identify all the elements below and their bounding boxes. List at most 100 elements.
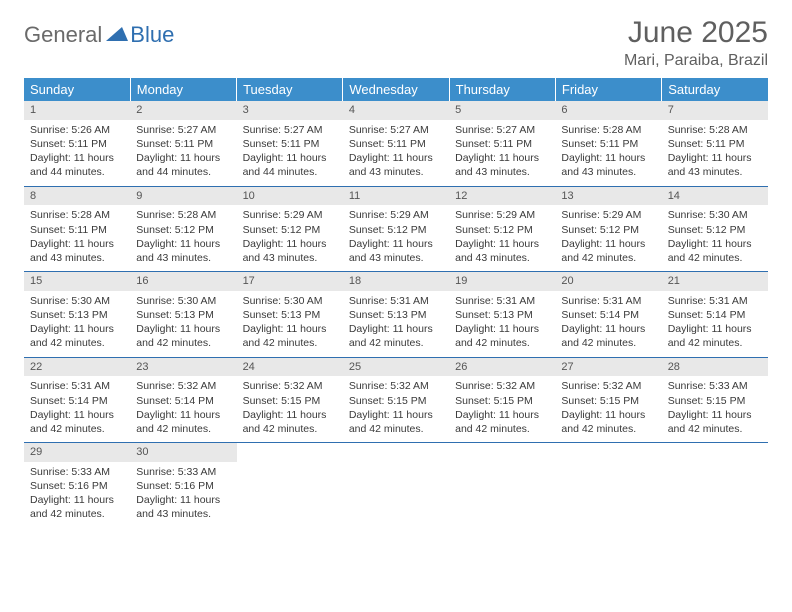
day-number: 20 — [555, 272, 661, 291]
day-number: 11 — [343, 187, 449, 206]
calendar-cell: 17Sunrise: 5:30 AMSunset: 5:13 PMDayligh… — [237, 272, 343, 358]
calendar-cell: 30Sunrise: 5:33 AMSunset: 5:16 PMDayligh… — [130, 443, 236, 528]
calendar-cell: .. — [662, 443, 768, 528]
day-body: Sunrise: 5:26 AMSunset: 5:11 PMDaylight:… — [24, 120, 130, 186]
calendar-cell: 12Sunrise: 5:29 AMSunset: 5:12 PMDayligh… — [449, 186, 555, 272]
calendar-cell: 9Sunrise: 5:28 AMSunset: 5:12 PMDaylight… — [130, 186, 236, 272]
day-body: Sunrise: 5:32 AMSunset: 5:15 PMDaylight:… — [237, 376, 343, 442]
calendar-row: 1Sunrise: 5:26 AMSunset: 5:11 PMDaylight… — [24, 101, 768, 186]
calendar-table: Sunday Monday Tuesday Wednesday Thursday… — [24, 78, 768, 528]
day-number: 7 — [662, 101, 768, 120]
calendar-row: 29Sunrise: 5:33 AMSunset: 5:16 PMDayligh… — [24, 443, 768, 528]
day-number: 3 — [237, 101, 343, 120]
day-body: Sunrise: 5:27 AMSunset: 5:11 PMDaylight:… — [130, 120, 236, 186]
calendar-cell: 1Sunrise: 5:26 AMSunset: 5:11 PMDaylight… — [24, 101, 130, 186]
calendar-cell: .. — [343, 443, 449, 528]
calendar-cell: 19Sunrise: 5:31 AMSunset: 5:13 PMDayligh… — [449, 272, 555, 358]
calendar-cell: 16Sunrise: 5:30 AMSunset: 5:13 PMDayligh… — [130, 272, 236, 358]
month-title: June 2025 — [624, 16, 768, 50]
day-body: Sunrise: 5:31 AMSunset: 5:14 PMDaylight:… — [662, 291, 768, 357]
day-number: 25 — [343, 358, 449, 377]
day-body: Sunrise: 5:28 AMSunset: 5:12 PMDaylight:… — [130, 205, 236, 271]
logo: General Blue — [24, 16, 174, 48]
day-body: Sunrise: 5:32 AMSunset: 5:15 PMDaylight:… — [555, 376, 661, 442]
calendar-cell: 4Sunrise: 5:27 AMSunset: 5:11 PMDaylight… — [343, 101, 449, 186]
day-number: 29 — [24, 443, 130, 462]
day-body: Sunrise: 5:31 AMSunset: 5:13 PMDaylight:… — [449, 291, 555, 357]
day-body: Sunrise: 5:32 AMSunset: 5:14 PMDaylight:… — [130, 376, 236, 442]
day-number: 8 — [24, 187, 130, 206]
calendar-cell: 27Sunrise: 5:32 AMSunset: 5:15 PMDayligh… — [555, 357, 661, 443]
location: Mari, Paraiba, Brazil — [624, 52, 768, 70]
day-number: 28 — [662, 358, 768, 377]
day-header: Thursday — [449, 78, 555, 101]
calendar-row: 15Sunrise: 5:30 AMSunset: 5:13 PMDayligh… — [24, 272, 768, 358]
day-body: Sunrise: 5:29 AMSunset: 5:12 PMDaylight:… — [237, 205, 343, 271]
day-header-row: Sunday Monday Tuesday Wednesday Thursday… — [24, 78, 768, 101]
day-body: Sunrise: 5:28 AMSunset: 5:11 PMDaylight:… — [662, 120, 768, 186]
day-header: Friday — [555, 78, 661, 101]
day-number: 24 — [237, 358, 343, 377]
calendar-cell: .. — [449, 443, 555, 528]
calendar-cell: .. — [555, 443, 661, 528]
day-body: Sunrise: 5:29 AMSunset: 5:12 PMDaylight:… — [343, 205, 449, 271]
logo-triangle-icon — [106, 25, 128, 46]
calendar-cell: 26Sunrise: 5:32 AMSunset: 5:15 PMDayligh… — [449, 357, 555, 443]
calendar-cell: 5Sunrise: 5:27 AMSunset: 5:11 PMDaylight… — [449, 101, 555, 186]
day-number: 1 — [24, 101, 130, 120]
day-body: Sunrise: 5:31 AMSunset: 5:13 PMDaylight:… — [343, 291, 449, 357]
day-header: Wednesday — [343, 78, 449, 101]
calendar-cell: 24Sunrise: 5:32 AMSunset: 5:15 PMDayligh… — [237, 357, 343, 443]
calendar-cell: 14Sunrise: 5:30 AMSunset: 5:12 PMDayligh… — [662, 186, 768, 272]
day-body: Sunrise: 5:32 AMSunset: 5:15 PMDaylight:… — [343, 376, 449, 442]
calendar-cell: 11Sunrise: 5:29 AMSunset: 5:12 PMDayligh… — [343, 186, 449, 272]
day-body: Sunrise: 5:27 AMSunset: 5:11 PMDaylight:… — [343, 120, 449, 186]
calendar-cell: 29Sunrise: 5:33 AMSunset: 5:16 PMDayligh… — [24, 443, 130, 528]
calendar-cell: 20Sunrise: 5:31 AMSunset: 5:14 PMDayligh… — [555, 272, 661, 358]
day-header: Monday — [130, 78, 236, 101]
day-number: 16 — [130, 272, 236, 291]
day-body: Sunrise: 5:30 AMSunset: 5:13 PMDaylight:… — [237, 291, 343, 357]
calendar-cell: 18Sunrise: 5:31 AMSunset: 5:13 PMDayligh… — [343, 272, 449, 358]
day-number: 22 — [24, 358, 130, 377]
day-number: 30 — [130, 443, 236, 462]
day-body: Sunrise: 5:33 AMSunset: 5:16 PMDaylight:… — [24, 462, 130, 528]
day-header: Sunday — [24, 78, 130, 101]
day-body: Sunrise: 5:33 AMSunset: 5:16 PMDaylight:… — [130, 462, 236, 528]
day-body: Sunrise: 5:29 AMSunset: 5:12 PMDaylight:… — [555, 205, 661, 271]
day-body: Sunrise: 5:30 AMSunset: 5:13 PMDaylight:… — [130, 291, 236, 357]
day-number: 19 — [449, 272, 555, 291]
day-number: 27 — [555, 358, 661, 377]
calendar-row: 22Sunrise: 5:31 AMSunset: 5:14 PMDayligh… — [24, 357, 768, 443]
day-number: 12 — [449, 187, 555, 206]
calendar-cell: 22Sunrise: 5:31 AMSunset: 5:14 PMDayligh… — [24, 357, 130, 443]
logo-text-general: General — [24, 22, 102, 48]
day-body: Sunrise: 5:29 AMSunset: 5:12 PMDaylight:… — [449, 205, 555, 271]
calendar-cell: 15Sunrise: 5:30 AMSunset: 5:13 PMDayligh… — [24, 272, 130, 358]
day-number: 6 — [555, 101, 661, 120]
day-header: Saturday — [662, 78, 768, 101]
day-number: 9 — [130, 187, 236, 206]
day-number: 4 — [343, 101, 449, 120]
calendar-cell: .. — [237, 443, 343, 528]
day-number: 17 — [237, 272, 343, 291]
calendar-cell: 3Sunrise: 5:27 AMSunset: 5:11 PMDaylight… — [237, 101, 343, 186]
day-body: Sunrise: 5:30 AMSunset: 5:12 PMDaylight:… — [662, 205, 768, 271]
logo-text-blue: Blue — [130, 22, 174, 48]
calendar-cell: 28Sunrise: 5:33 AMSunset: 5:15 PMDayligh… — [662, 357, 768, 443]
day-number: 14 — [662, 187, 768, 206]
header: General Blue June 2025 Mari, Paraiba, Br… — [24, 16, 768, 70]
day-body: Sunrise: 5:27 AMSunset: 5:11 PMDaylight:… — [449, 120, 555, 186]
day-body: Sunrise: 5:33 AMSunset: 5:15 PMDaylight:… — [662, 376, 768, 442]
calendar-cell: 7Sunrise: 5:28 AMSunset: 5:11 PMDaylight… — [662, 101, 768, 186]
calendar-cell: 25Sunrise: 5:32 AMSunset: 5:15 PMDayligh… — [343, 357, 449, 443]
day-body: Sunrise: 5:31 AMSunset: 5:14 PMDaylight:… — [24, 376, 130, 442]
calendar-row: 8Sunrise: 5:28 AMSunset: 5:11 PMDaylight… — [24, 186, 768, 272]
day-number: 23 — [130, 358, 236, 377]
day-body: Sunrise: 5:30 AMSunset: 5:13 PMDaylight:… — [24, 291, 130, 357]
day-number: 15 — [24, 272, 130, 291]
day-number: 13 — [555, 187, 661, 206]
day-body: Sunrise: 5:28 AMSunset: 5:11 PMDaylight:… — [24, 205, 130, 271]
day-body: Sunrise: 5:27 AMSunset: 5:11 PMDaylight:… — [237, 120, 343, 186]
day-number: 18 — [343, 272, 449, 291]
